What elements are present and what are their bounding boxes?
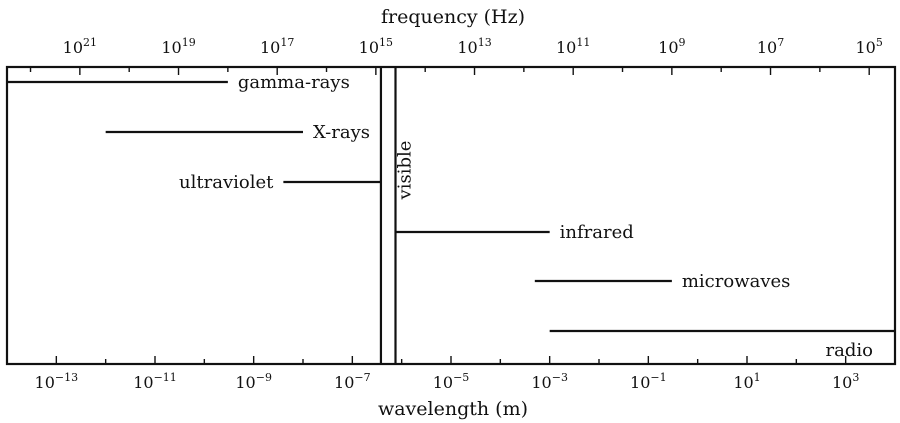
wavelength-tick-label: 101 (733, 371, 760, 392)
frequency-tick-label-base: 10 (757, 38, 777, 57)
tick-layer: 10−13 10−11 10−9 10−7 10−5 10−3 10−1 101 1031021… (6, 36, 896, 392)
frequency-tick-label-base: 10 (161, 38, 181, 57)
wavelength-tick-label: 10−11 (133, 371, 177, 392)
wavelength-tick-label-exp: −13 (55, 371, 78, 384)
bands-layer: gamma-rays X-rays ultraviolet visible infrar… (7, 67, 895, 364)
wavelength-tick-label: 10−7 (334, 371, 371, 392)
wavelength-tick-label-base: 10 (133, 373, 153, 392)
wavelength-tick-label-exp: −1 (650, 371, 666, 384)
microwaves-label: microwaves (682, 271, 791, 292)
frequency-tick-label-exp: 11 (576, 36, 590, 49)
wavelength-tick-label-base: 10 (531, 373, 551, 392)
wavelength-tick-label: 10−5 (433, 371, 470, 392)
frequency-tick-label: 1017 (260, 36, 294, 57)
ultraviolet-label: ultraviolet (179, 172, 274, 193)
wavelength-axis-title: wavelength (m) (378, 398, 528, 420)
frequency-tick-label: 1011 (556, 36, 590, 57)
frequency-tick-label-base: 10 (359, 38, 379, 57)
wavelength-tick-label: 10−13 (35, 371, 79, 392)
frequency-tick-label-base: 10 (856, 38, 876, 57)
frequency-tick-label: 1013 (457, 36, 491, 57)
wavelength-tick-label-base: 10 (433, 373, 453, 392)
frequency-tick-label-exp: 21 (83, 36, 97, 49)
wavelength-tick-label-base: 10 (235, 373, 255, 392)
frequency-tick-label-exp: 13 (478, 36, 492, 49)
wavelength-tick-label-exp: −3 (552, 371, 568, 384)
wavelength-tick-label-exp: −9 (256, 371, 272, 384)
wavelength-tick-label-exp: 3 (852, 371, 859, 384)
frequency-tick-label-exp: 15 (379, 36, 393, 49)
x-rays-label: X-rays (313, 122, 370, 143)
frequency-tick-label-exp: 17 (280, 36, 294, 49)
wavelength-tick-label-base: 10 (630, 373, 650, 392)
wavelength-tick-label: 10−1 (630, 371, 667, 392)
wavelength-tick-label-exp: −7 (354, 371, 370, 384)
wavelength-tick-label-exp: −11 (154, 371, 177, 384)
wavelength-tick-label: 103 (832, 371, 859, 392)
frequency-tick-label-exp: 7 (777, 36, 784, 49)
wavelength-tick-label-base: 10 (35, 373, 55, 392)
frequency-tick-label: 109 (658, 36, 685, 57)
frequency-tick-label-base: 10 (63, 38, 83, 57)
frequency-tick-label-exp: 5 (876, 36, 883, 49)
frequency-tick-label: 107 (757, 36, 784, 57)
infrared-label: infrared (560, 222, 634, 243)
wavelength-tick-label: 10−3 (531, 371, 568, 392)
frequency-tick-label: 1021 (63, 36, 97, 57)
wavelength-tick-label: 10−9 (235, 371, 272, 392)
visible-label: visible (395, 141, 416, 201)
radio-label: radio (826, 340, 873, 361)
frequency-tick-label-base: 10 (457, 38, 477, 57)
frequency-tick-label-exp: 19 (182, 36, 196, 49)
frequency-tick-label: 1019 (161, 36, 195, 57)
frequency-tick-label: 1015 (359, 36, 393, 57)
frequency-tick-label-base: 10 (260, 38, 280, 57)
wavelength-tick-label-base: 10 (334, 373, 354, 392)
wavelength-tick-label-base: 10 (733, 373, 753, 392)
wavelength-tick-label-exp: 1 (754, 371, 761, 384)
plot-frame (5, 65, 897, 366)
frequency-axis-title: frequency (Hz) (381, 6, 525, 28)
wavelength-tick-label-exp: −5 (453, 371, 469, 384)
frequency-tick-label: 105 (856, 36, 883, 57)
frequency-tick-label-exp: 9 (679, 36, 686, 49)
frequency-tick-label-base: 10 (556, 38, 576, 57)
gamma-rays-label: gamma-rays (238, 72, 350, 93)
wavelength-tick-label-base: 10 (832, 373, 852, 392)
frequency-tick-label-base: 10 (658, 38, 678, 57)
